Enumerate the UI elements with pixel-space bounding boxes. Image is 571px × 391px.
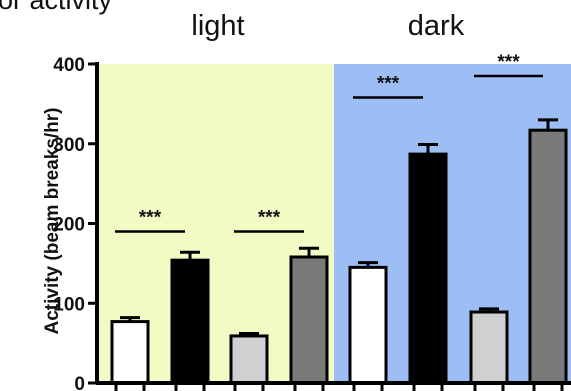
phase-labels: light dark [191, 10, 464, 42]
bars [110, 118, 568, 391]
bar [170, 258, 210, 385]
axes [95, 62, 571, 385]
phase-label-light: light [191, 10, 244, 42]
bar [408, 152, 448, 385]
y-tick-label: 100 [53, 294, 85, 315]
bar [528, 128, 568, 385]
y-tick-label: 300 [53, 135, 85, 156]
y-axis-ticks: 0 100 200 300 400 [53, 55, 97, 391]
y-tick-label: 400 [53, 55, 85, 76]
significance-label: *** [497, 52, 520, 73]
truncated-title-text: or activity [0, 0, 113, 15]
y-axis-label: Activity (beam breaks/hr) [42, 107, 63, 334]
significance-label: *** [258, 207, 281, 228]
y-tick-label: 200 [53, 215, 85, 236]
bar [110, 320, 150, 385]
significance-markers: *** *** *** *** [115, 52, 543, 233]
bar [289, 255, 329, 385]
bar [469, 310, 509, 385]
y-tick-label: 0 [74, 374, 85, 391]
phase-label-dark: dark [408, 10, 465, 42]
significance-label: *** [139, 207, 162, 228]
significance-label: *** [377, 73, 400, 94]
bar [229, 334, 269, 385]
bar [348, 265, 388, 385]
